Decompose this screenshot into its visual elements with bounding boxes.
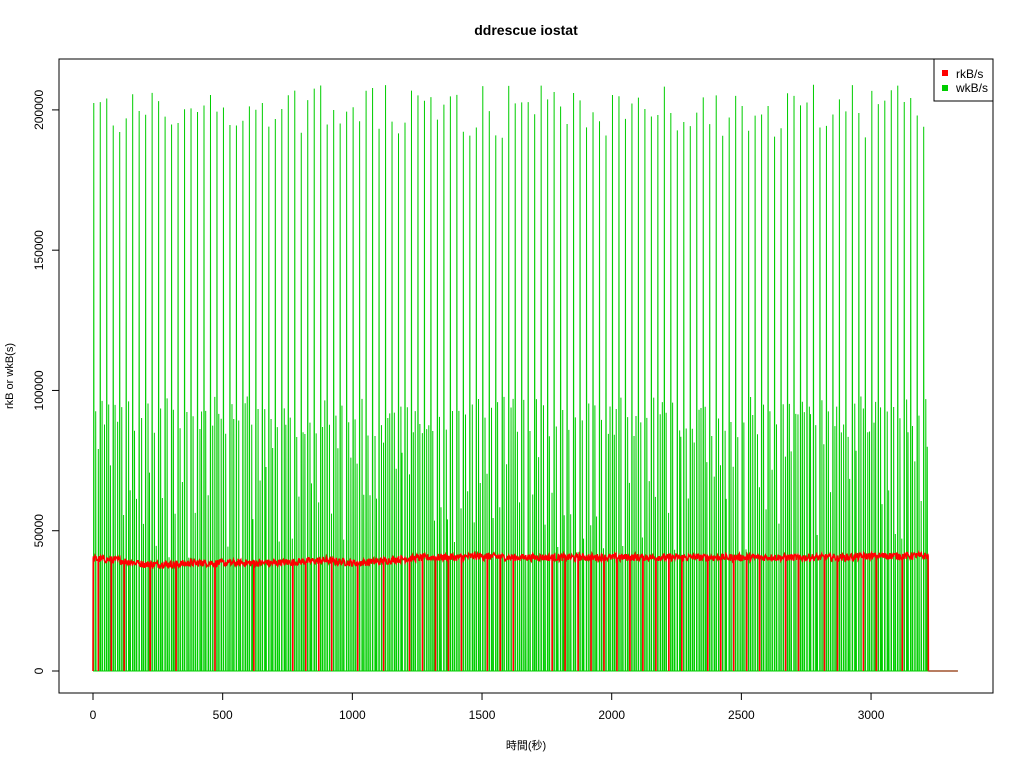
legend: rkB/s wkB/s — [933, 58, 994, 102]
series-layer — [92, 84, 958, 672]
legend-box — [933, 58, 994, 102]
x-tick-label: 3000 — [858, 708, 885, 722]
legend-swatch-wkb — [942, 85, 948, 91]
legend-label-rkb: rkB/s — [956, 67, 983, 81]
x-tick-label: 500 — [213, 708, 233, 722]
x-axis-label: 時間(秒) — [506, 738, 546, 752]
x-tick-label: 1500 — [469, 708, 496, 722]
x-tick-label: 1000 — [339, 708, 366, 722]
chart-title: ddrescue iostat — [474, 22, 578, 38]
y-tick-label: 50000 — [32, 514, 46, 548]
y-tick-label: 150000 — [32, 230, 46, 270]
x-tick-label: 2500 — [728, 708, 755, 722]
x-tick-label: 0 — [90, 708, 97, 722]
series-line-wkb — [93, 84, 929, 672]
y-tick-label: 200000 — [32, 90, 46, 130]
x-tick-label: 2000 — [598, 708, 625, 722]
y-tick-label: 100000 — [32, 370, 46, 410]
legend-swatch-rkb — [942, 70, 948, 76]
y-axis-label: rkB or wkB(s) — [4, 343, 16, 409]
y-tick-label: 0 — [32, 667, 46, 674]
plot-frame — [58, 58, 994, 694]
series-line-rkb — [92, 549, 930, 672]
legend-label-wkb: wkB/s — [955, 81, 988, 95]
